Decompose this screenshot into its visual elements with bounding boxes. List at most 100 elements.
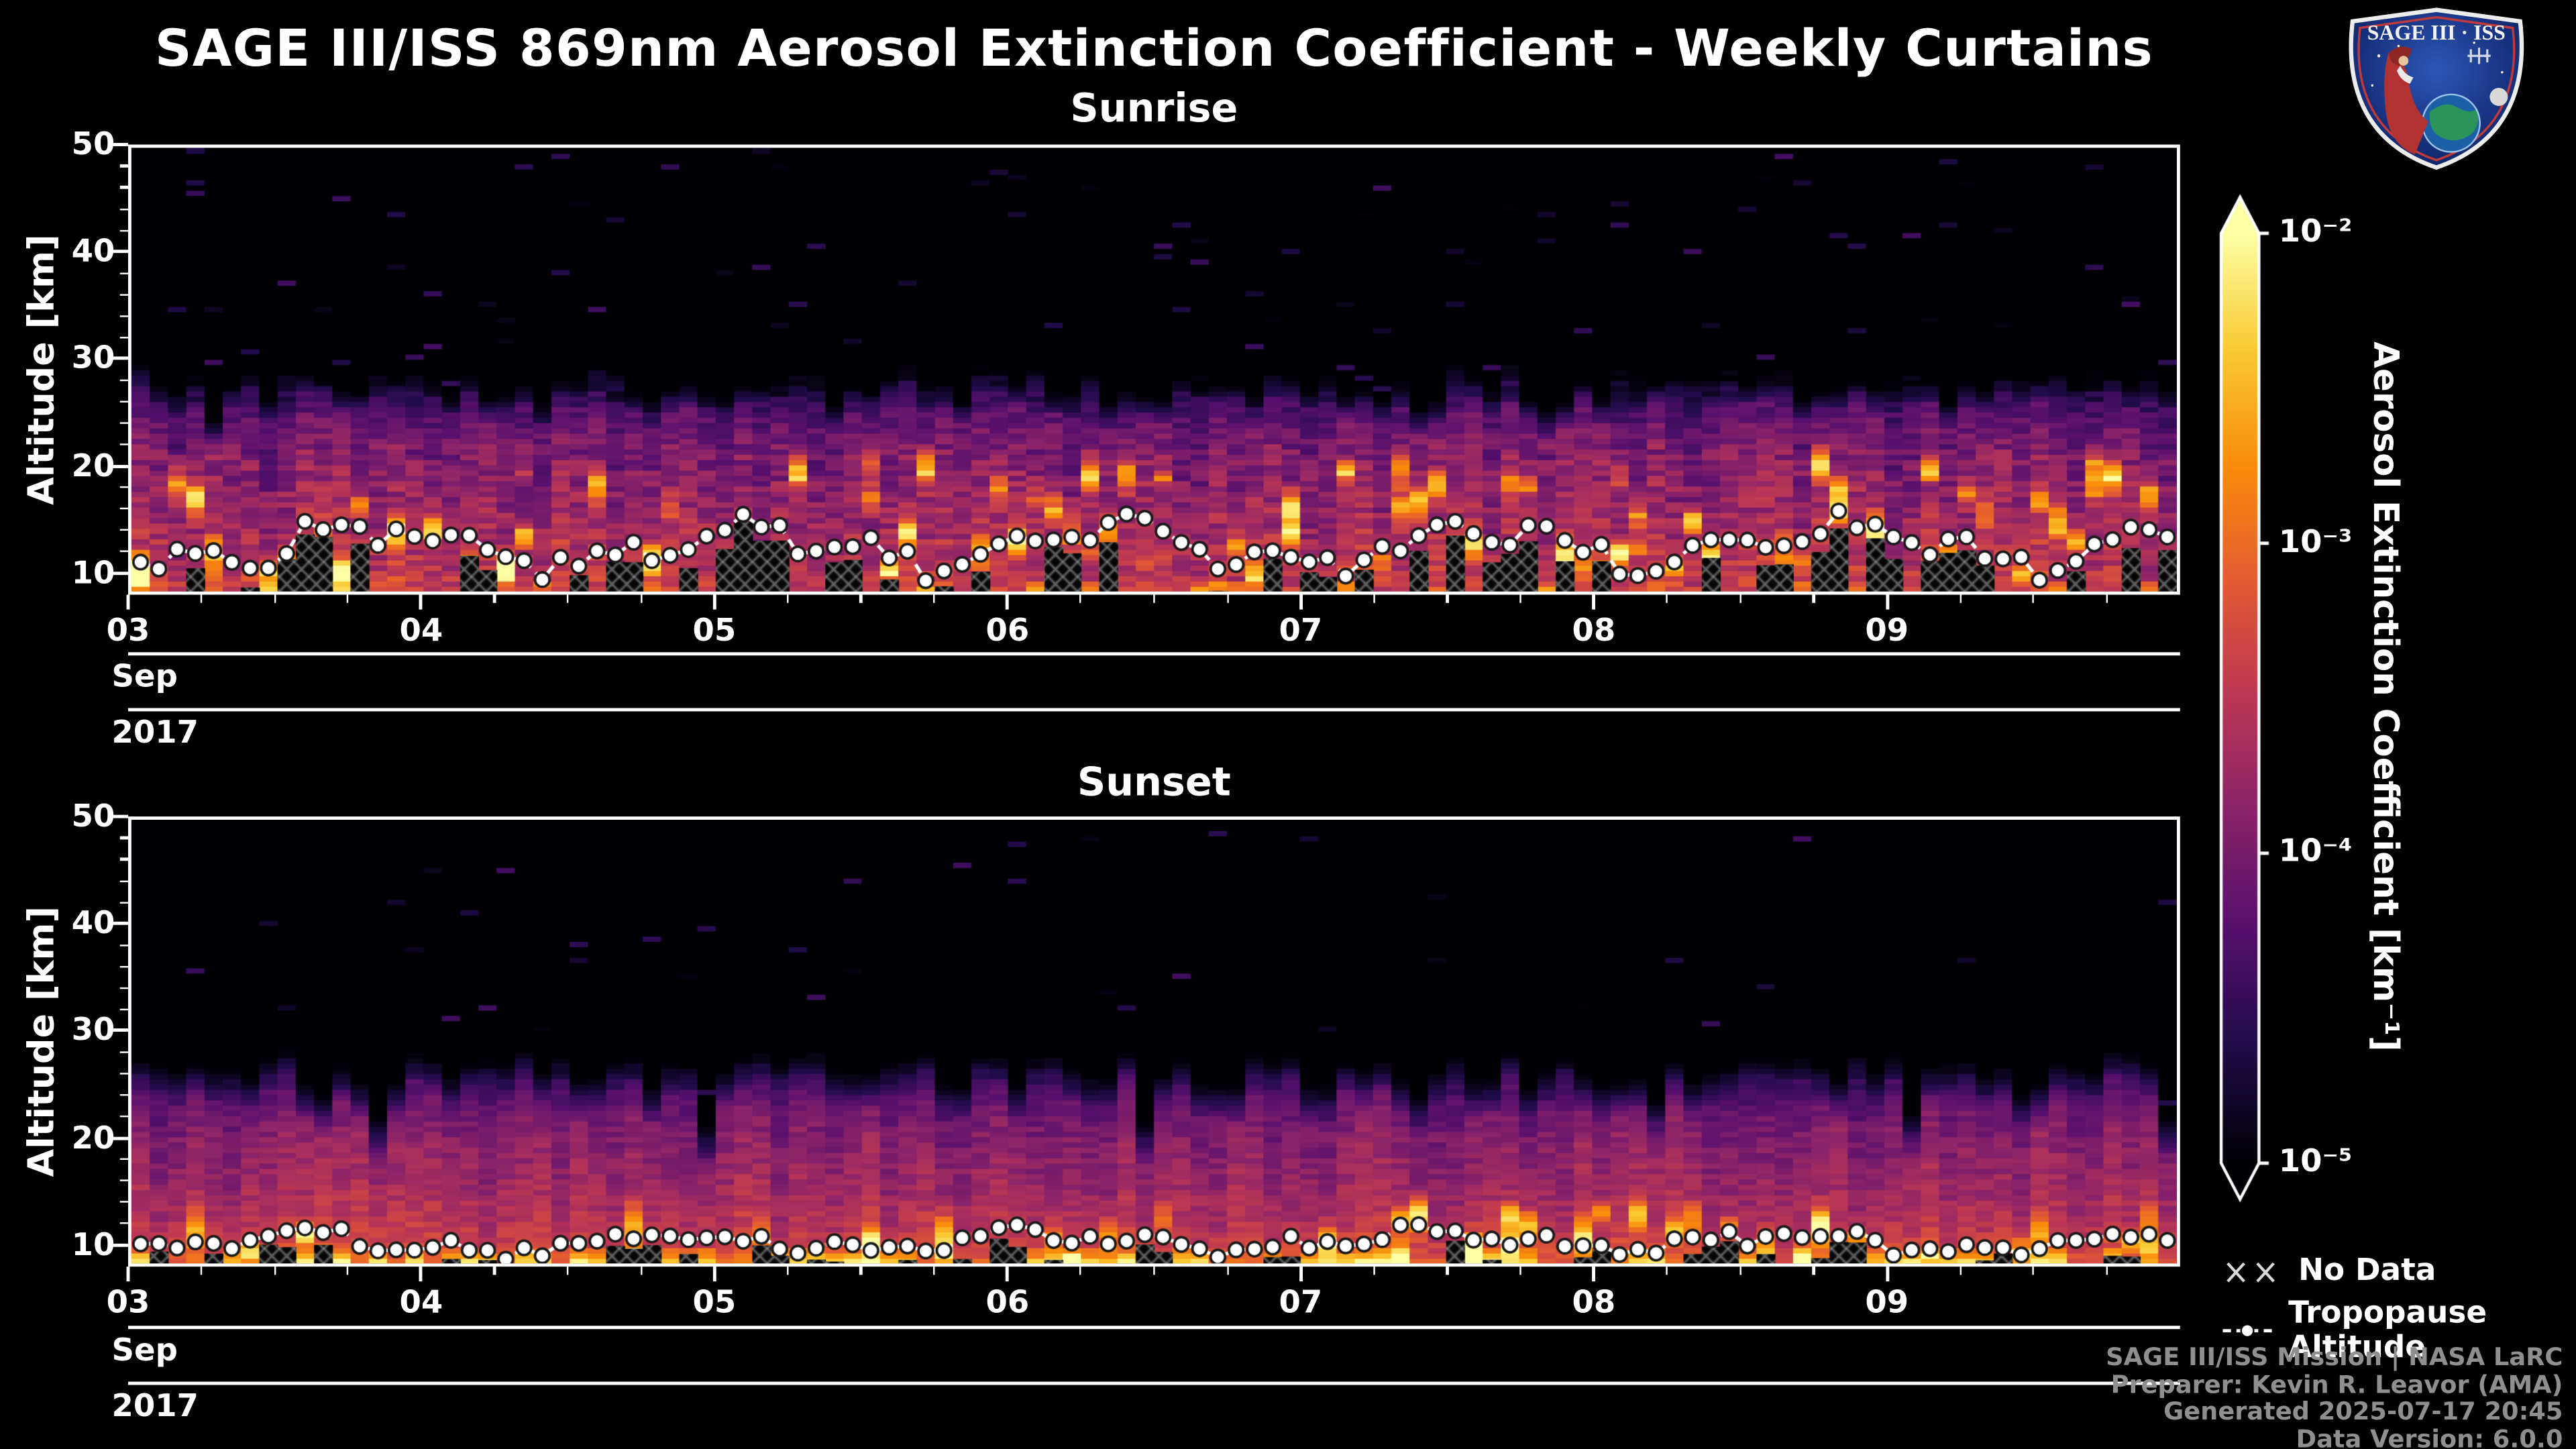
patch-wizard-beard [2397,65,2414,84]
x-tick-label: 08 [1572,1285,1616,1321]
y-minor-tick [119,400,129,403]
x-minor-tick [2106,1267,2108,1275]
x-minor-tick [1446,1267,1448,1275]
colorbar [2218,193,2290,1203]
x-minor-tick [1373,1267,1375,1275]
y-minor-tick [119,1116,129,1118]
x-minor-tick [640,1267,643,1275]
sunrise-month-axis-line [128,652,2180,655]
x-tick [126,594,130,610]
x-tick-label: 04 [399,1285,443,1321]
colorbar-tick-label: 10⁻⁵ [2278,1143,2353,1180]
sunset-panel-title: Sunset [1077,759,1231,806]
patch-earth-land [2429,104,2479,141]
attribution-line-mission: SAGE III/ISS Mission | NASA LaRC [2106,1342,2563,1372]
sunrise-month-label: Sep [111,659,178,695]
y-tick-label: 10 [71,1227,115,1264]
x-minor-tick [1152,594,1155,603]
y-tick [111,143,129,146]
legend-tropopause: Tropopause Altitude [2222,1296,2576,1365]
y-minor-tick [119,944,129,947]
x-minor-tick [2032,594,2035,603]
y-tick [111,814,129,818]
y-minor-tick [119,901,129,904]
tropopause-line-icon [2222,1324,2272,1338]
y-minor-tick [119,164,129,167]
y-minor-tick [119,486,129,489]
x-tick-label: 03 [106,1285,150,1321]
x-minor-tick [1079,1267,1082,1275]
x-minor-tick [274,1267,276,1275]
sunrise-plot-area [128,144,2180,595]
x-minor-tick [859,1267,862,1275]
sunrise-panel-title: Sunrise [1070,85,1238,131]
x-tick-label: 06 [985,612,1030,649]
attribution: SAGE III/ISS Mission | NASA LaRC Prepare… [2106,1344,2563,1449]
x-tick [712,1267,716,1282]
y-minor-tick [119,529,129,532]
x-minor-tick [1666,594,1668,603]
x-minor-tick [1226,594,1229,603]
patch-moon [2489,88,2508,106]
x-minor-tick [200,1267,203,1275]
x-minor-tick [347,594,350,603]
y-minor-tick [119,1158,129,1161]
sunrise-y-axis-label: Altitude [km] [22,234,64,505]
legend-no-data: No Data [2222,1254,2436,1288]
y-minor-tick [119,1201,129,1203]
sunrise-heatmap-canvas [131,148,2177,592]
colorbar-tick-label: 10⁻³ [2278,523,2353,560]
x-minor-tick [1813,594,1815,603]
sunset-month-label: Sep [111,1332,178,1369]
x-tick-label: 08 [1572,612,1616,649]
y-tick [111,357,129,361]
x-minor-tick [640,594,643,603]
x-tick-label: 03 [106,612,150,649]
attribution-line-preparer: Preparer: Kevin R. Leavor (AMA) [2110,1369,2563,1399]
x-tick [1006,1267,1010,1282]
y-tick [111,250,129,254]
patch-inner-border [2357,15,2516,162]
sunrise-year-axis-line [128,708,2180,711]
legend-tropopause-label: Tropopause Altitude [2288,1296,2487,1366]
x-minor-tick [1739,594,1741,603]
y-minor-tick [119,508,129,511]
legend-no-data-label: No Data [2298,1253,2436,1289]
y-minor-tick [119,1073,129,1075]
x-tick [1885,594,1889,610]
sunset-heatmap-canvas [131,820,2177,1264]
y-tick-label: 10 [71,555,115,592]
x-tick [419,594,423,610]
colorbar-tick-label: 10⁻² [2278,213,2353,250]
y-minor-tick [119,336,129,339]
x-tick-label: 04 [399,612,443,649]
x-tick-label: 06 [985,1285,1030,1321]
x-tick-label: 09 [1865,1285,1909,1321]
mission-patch-logo: SAGE III · ISS [2349,7,2524,170]
y-minor-tick [119,879,129,882]
x-tick-label: 09 [1865,612,1909,649]
y-minor-tick [119,229,129,231]
y-minor-tick [119,315,129,317]
y-minor-tick [119,1222,129,1225]
patch-wizard-face [2398,56,2409,66]
x-minor-tick [1446,594,1448,603]
y-tick [111,572,129,575]
y-tick [111,464,129,468]
y-tick [111,1136,129,1140]
x-tick [419,1267,423,1282]
x-minor-tick [859,594,862,603]
y-minor-tick [119,379,129,382]
x-minor-tick [1666,1267,1668,1275]
x-tick [1592,1267,1596,1282]
y-minor-tick [119,186,129,189]
patch-title: SAGE III · ISS [2367,21,2506,44]
x-tick [1299,594,1303,610]
x-minor-tick [1519,594,1522,603]
y-minor-tick [119,207,129,210]
x-minor-tick [493,1267,496,1275]
x-minor-tick [1226,1267,1229,1275]
sunset-month-axis-line [128,1326,2180,1329]
patch-wizard [2384,52,2428,155]
patch-wizard-hood [2388,46,2412,66]
